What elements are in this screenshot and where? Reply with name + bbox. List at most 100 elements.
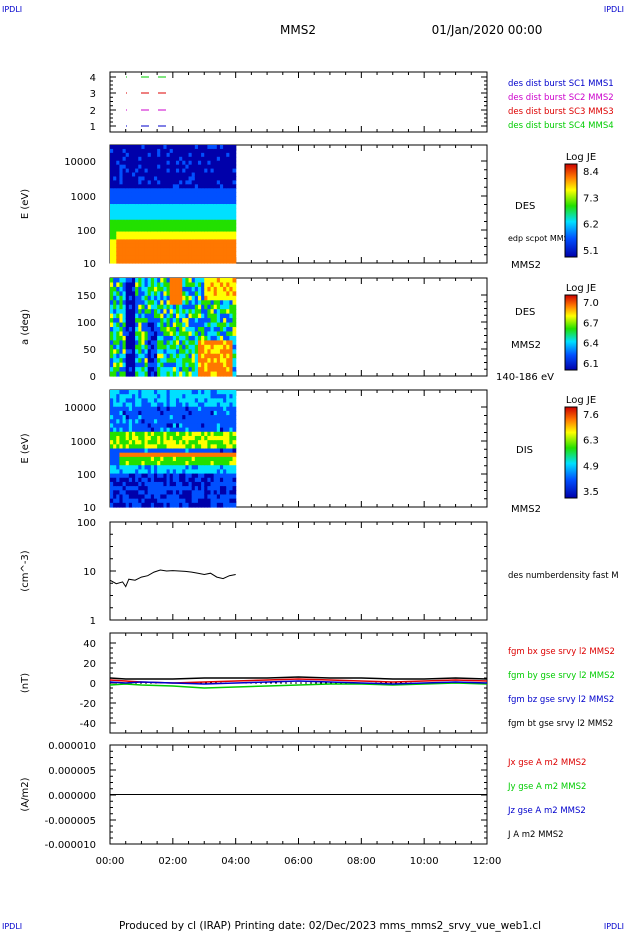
heatmap-cell [179,473,183,479]
heatmap-cell [150,223,155,229]
heatmap-cell [175,180,180,185]
heatmap-cell [232,371,237,377]
heatmap-cell [160,188,165,193]
heatmap-cell [125,309,130,315]
heatmap-cell [219,207,224,213]
heatmap-cell [179,494,183,500]
heatmap-cell [175,145,180,150]
heatmap-cell [207,156,212,162]
heatmap-cell [141,367,146,373]
heatmap-cell [216,255,221,260]
heatmap-cell [119,427,124,433]
heatmap-cell [166,282,171,288]
heatmap-cell [226,192,230,197]
heatmap-cell [147,473,152,479]
heatmap-cell [157,152,161,158]
heatmap-cell [138,160,143,166]
heatmap-cell [144,371,149,377]
heatmap-cell [163,469,168,475]
heatmap-cell [223,367,227,373]
heatmap-cell [169,211,174,217]
heatmap-cell [201,164,205,170]
heatmap-cell [144,353,149,359]
heatmap-cell [188,344,193,350]
heatmap-cell [201,184,205,189]
heatmap-cell [179,427,183,433]
heatmap-cell [125,204,130,209]
heatmap-cell [229,278,234,284]
heatmap-cell [232,196,237,201]
heatmap-cell [138,295,143,301]
heatmap-cell [141,456,146,462]
heatmap-cell [226,286,230,292]
heatmap-cell [223,156,227,162]
heatmap-cell [207,286,212,292]
heatmap-cell [113,215,117,221]
heatmap-cell [216,200,221,205]
heatmap-cell [223,227,227,233]
heatmap-cell [160,196,165,201]
heatmap-cell [135,239,139,244]
heatmap-cell [128,215,133,221]
heatmap-cell [197,291,202,297]
heatmap-cell [125,398,130,404]
heatmap-cell [135,327,139,333]
heatmap-cell [216,353,221,359]
heatmap-cell [210,295,215,301]
heatmap-cell [113,331,117,337]
y-tick-label: 1 [90,616,96,627]
heatmap-cell [150,435,155,441]
heatmap-cell [191,440,196,445]
heatmap-cell [223,481,227,487]
heatmap-cell [116,304,121,310]
heatmap-cell [141,164,146,170]
heatmap-cell [179,313,183,319]
heatmap-cell [160,494,165,500]
heatmap-cell [213,318,218,324]
heatmap-cell [169,452,174,458]
heatmap-cell [197,415,202,420]
series-label: fgm bx gse srvy l2 MMS2 [508,647,615,657]
heatmap-cell [185,390,190,395]
heatmap-cell [182,440,186,445]
heatmap-cell [182,473,186,479]
heatmap-cell [141,486,146,491]
heatmap-cell [166,481,171,487]
heatmap-cell [213,282,218,288]
heatmap-cell [185,423,190,429]
heatmap-cell [191,431,196,437]
heatmap-cell [150,200,155,205]
heatmap-cell [113,231,117,237]
heatmap-cell [119,490,124,496]
heatmap-cell [166,331,171,337]
heatmap-cell [153,278,158,284]
heatmap-cell [138,490,143,496]
heatmap-cell [163,502,168,508]
heatmap-cell [232,502,237,508]
heatmap-cell [179,431,183,437]
heatmap-cell [144,349,149,355]
heatmap-cell [191,371,196,377]
heatmap-cell [182,419,186,425]
heatmap-cell [166,402,171,408]
heatmap-cell [204,427,208,433]
heatmap-cell [110,184,114,189]
heatmap-cell [204,318,208,324]
heatmap-cell [210,331,215,337]
heatmap-cell [197,152,202,158]
heatmap-cell [175,227,180,233]
heatmap-cell [204,498,208,504]
heatmap-cell [116,313,121,319]
heatmap-cell [188,469,193,475]
heatmap-cell [179,152,183,158]
heatmap-cell [191,448,196,454]
heatmap-cell [201,353,205,359]
heatmap-cell [197,239,202,244]
heatmap-cell [175,406,180,412]
heatmap-cell [229,192,234,197]
heatmap-cell [229,473,234,479]
heatmap-cell [163,286,168,292]
heatmap-cell [226,494,230,500]
heatmap-cell [194,371,199,377]
heatmap-cell [188,192,193,197]
